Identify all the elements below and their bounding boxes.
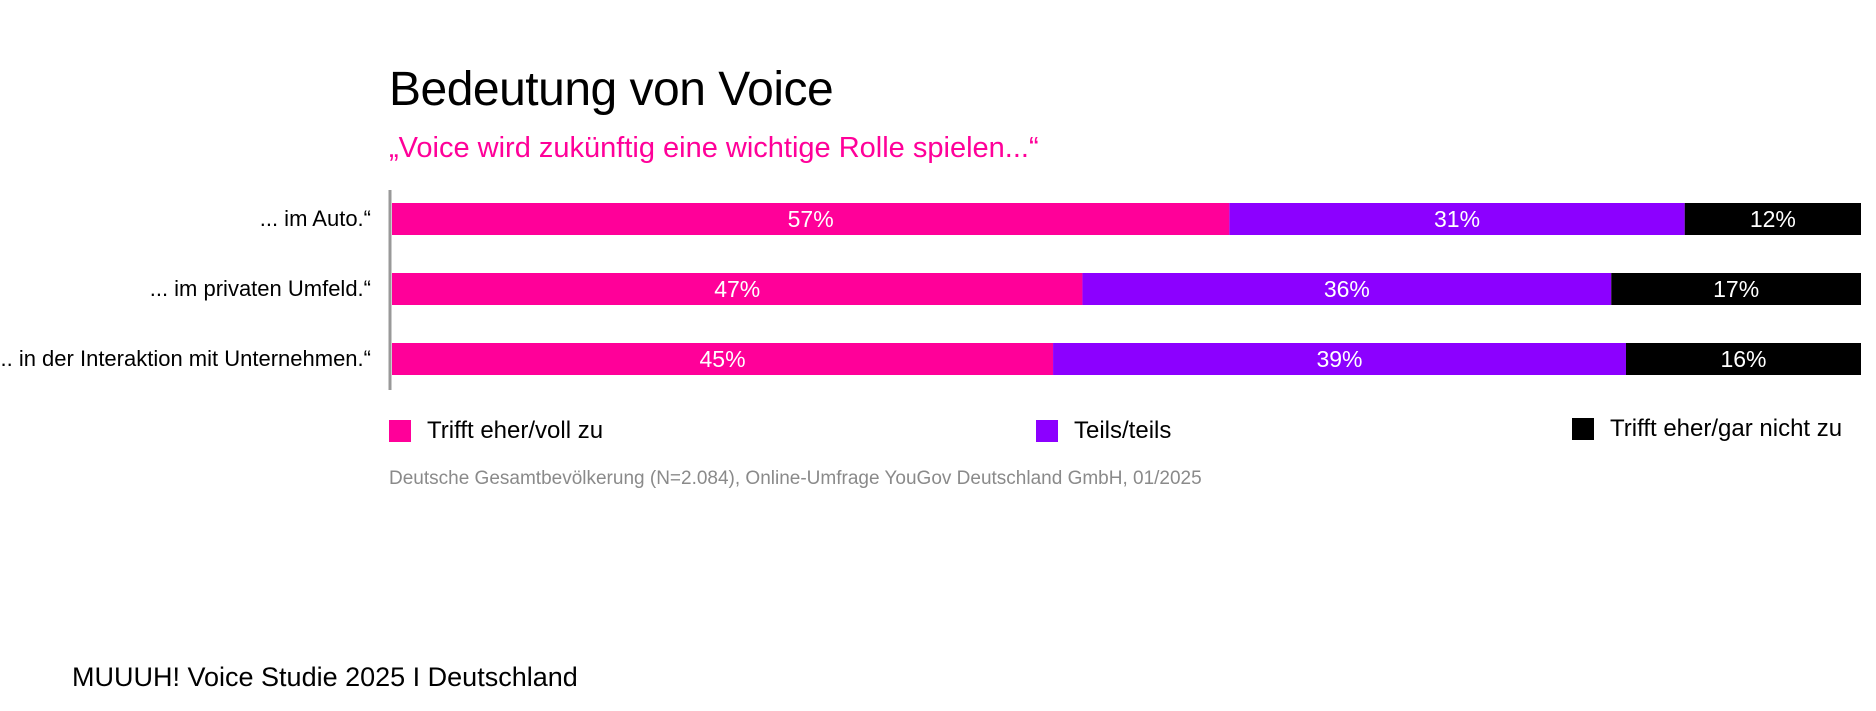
legend-label-agree: Trifft eher/voll zu bbox=[427, 417, 604, 444]
bar-segment-trifft-eher-voll-zu bbox=[392, 273, 1083, 305]
bar-value-label: 39% bbox=[1316, 346, 1362, 372]
legend-item-disagree: Trifft eher/gar nicht zu bbox=[1572, 414, 1842, 444]
category-label: ... im privaten Umfeld.“ bbox=[150, 276, 371, 301]
bar-value-label: 31% bbox=[1434, 206, 1480, 232]
bar-segment-teils-teils bbox=[1082, 273, 1612, 305]
bar-value-label: 36% bbox=[1324, 276, 1370, 302]
bar-value-label: 45% bbox=[700, 346, 746, 372]
bar-segment-trifft-eher-gar-nicht-zu bbox=[1625, 343, 1861, 375]
bar-segment-trifft-eher-gar-nicht-zu bbox=[1684, 203, 1861, 235]
category-label: ... im Auto.“ bbox=[260, 206, 371, 231]
legend-item-partly: Teils/teils bbox=[1036, 416, 1171, 446]
legend-swatch-disagree bbox=[1572, 418, 1594, 440]
bar-value-label: 57% bbox=[788, 206, 834, 232]
chart-title: Bedeutung von Voice bbox=[389, 63, 834, 116]
bar-value-label: 47% bbox=[714, 276, 760, 302]
bar-segment-trifft-eher-voll-zu bbox=[392, 343, 1054, 375]
category-label: ... in der Interaktion mit Unternehmen.“ bbox=[0, 346, 371, 371]
bar-value-label: 16% bbox=[1720, 346, 1766, 372]
bar-segment-trifft-eher-voll-zu bbox=[392, 203, 1230, 235]
bar-value-label: 17% bbox=[1713, 276, 1759, 302]
legend-swatch-agree bbox=[389, 420, 411, 442]
stacked-bar-chart: ... im Auto.“ 57% 31% 12% ... im privaten Um… bbox=[0, 190, 1861, 390]
chart-subtitle: „Voice wird zukünftig eine wichtige Roll… bbox=[389, 132, 1039, 164]
legend-label-disagree: Trifft eher/gar nicht zu bbox=[1610, 415, 1843, 442]
bar-segment-teils-teils bbox=[1229, 203, 1685, 235]
source-note: Deutsche Gesamtbevölkerung (N=2.084), On… bbox=[389, 468, 1202, 489]
bar-segment-trifft-eher-gar-nicht-zu bbox=[1611, 273, 1861, 305]
bar-value-label: 12% bbox=[1750, 206, 1796, 232]
bar-segment-teils-teils bbox=[1053, 343, 1626, 375]
legend-item-agree: Trifft eher/voll zu bbox=[389, 416, 603, 446]
legend-swatch-partly bbox=[1036, 420, 1058, 442]
footer-title: MUUUH! Voice Studie 2025 I Deutschland bbox=[72, 662, 578, 692]
legend-label-partly: Teils/teils bbox=[1074, 417, 1172, 444]
